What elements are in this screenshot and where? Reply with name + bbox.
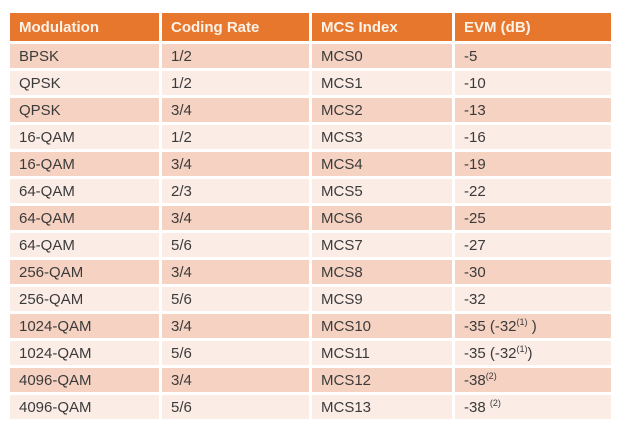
cell-coding-rate: 1/2 [162, 125, 312, 152]
cell-modulation: 256-QAM [10, 260, 162, 287]
cell-modulation: BPSK [10, 44, 162, 71]
cell-coding-rate: 1/2 [162, 71, 312, 98]
cell-evm: -13 [455, 98, 611, 125]
evm-value: -16 [464, 128, 486, 146]
cell-modulation: 256-QAM [10, 287, 162, 314]
cell-modulation: 16-QAM [10, 152, 162, 179]
cell-mcs-index: MCS6 [312, 206, 455, 233]
evm-footnote-superscript: (2) [489, 397, 501, 408]
cell-coding-rate: 2/3 [162, 179, 312, 206]
table-header: Modulation Coding Rate MCS Index EVM (dB… [10, 13, 611, 44]
cell-modulation: 64-QAM [10, 179, 162, 206]
cell-coding-rate: 5/6 [162, 395, 312, 422]
table-row: 4096-QAM 5/6 MCS13 -38 (2) [10, 395, 611, 422]
evm-value: -30 [464, 263, 486, 281]
table-row: 256-QAM 5/6 MCS9 -32 [10, 287, 611, 314]
header-modulation: Modulation [10, 13, 162, 44]
cell-mcs-index: MCS4 [312, 152, 455, 179]
cell-coding-rate: 3/4 [162, 98, 312, 125]
cell-coding-rate: 3/4 [162, 368, 312, 395]
cell-mcs-index: MCS0 [312, 44, 455, 71]
table-row: 64-QAM 3/4 MCS6 -25 [10, 206, 611, 233]
cell-coding-rate: 3/4 [162, 206, 312, 233]
evm-footnote-superscript: (1) [516, 316, 528, 327]
cell-mcs-index: MCS11 [312, 341, 455, 368]
cell-modulation: 16-QAM [10, 125, 162, 152]
header-evm: EVM (dB) [455, 13, 611, 44]
table-row: 16-QAM 1/2 MCS3 -16 [10, 125, 611, 152]
table-row: 64-QAM 2/3 MCS5 -22 [10, 179, 611, 206]
table-row: 16-QAM 3/4 MCS4 -19 [10, 152, 611, 179]
cell-evm: -38(2) [455, 368, 611, 395]
cell-modulation: 4096-QAM [10, 395, 162, 422]
cell-coding-rate: 5/6 [162, 287, 312, 314]
cell-evm: -25 [455, 206, 611, 233]
header-mcs-index: MCS Index [312, 13, 455, 44]
cell-modulation: 1024-QAM [10, 341, 162, 368]
header-coding-rate: Coding Rate [162, 13, 312, 44]
cell-coding-rate: 3/4 [162, 152, 312, 179]
cell-coding-rate: 5/6 [162, 233, 312, 260]
cell-mcs-index: MCS5 [312, 179, 455, 206]
mcs-table-container: Modulation Coding Rate MCS Index EVM (dB… [10, 13, 611, 422]
mcs-table: Modulation Coding Rate MCS Index EVM (dB… [10, 13, 611, 422]
cell-modulation: 1024-QAM [10, 314, 162, 341]
evm-value: -25 [464, 209, 486, 227]
cell-modulation: QPSK [10, 98, 162, 125]
table-row: 4096-QAM 3/4 MCS12 -38(2) [10, 368, 611, 395]
table-row: 1024-QAM 3/4 MCS10 -35 (-32(1) ) [10, 314, 611, 341]
cell-mcs-index: MCS10 [312, 314, 455, 341]
evm-value: -27 [464, 236, 486, 254]
cell-evm: -19 [455, 152, 611, 179]
cell-mcs-index: MCS12 [312, 368, 455, 395]
table-row: QPSK 1/2 MCS1 -10 [10, 71, 611, 98]
cell-mcs-index: MCS13 [312, 395, 455, 422]
evm-footnote-superscript: (1) [516, 343, 528, 354]
table-row: 256-QAM 3/4 MCS8 -30 [10, 260, 611, 287]
evm-value: -10 [464, 74, 486, 92]
cell-modulation: 64-QAM [10, 206, 162, 233]
cell-modulation: 4096-QAM [10, 368, 162, 395]
cell-evm: -22 [455, 179, 611, 206]
table-row: QPSK 3/4 MCS2 -13 [10, 98, 611, 125]
cell-evm: -38 (2) [455, 395, 611, 422]
cell-evm: -5 [455, 44, 611, 71]
cell-mcs-index: MCS2 [312, 98, 455, 125]
table-body: BPSK 1/2 MCS0 -5 QPSK 1/2 MCS1 -10 QPSK … [10, 44, 611, 422]
cell-evm: -16 [455, 125, 611, 152]
evm-value: -13 [464, 101, 486, 119]
cell-coding-rate: 1/2 [162, 44, 312, 71]
cell-evm: -27 [455, 233, 611, 260]
table-row: BPSK 1/2 MCS0 -5 [10, 44, 611, 71]
evm-value: -19 [464, 155, 486, 173]
evm-value: -35 (-32 [464, 344, 517, 362]
cell-mcs-index: MCS1 [312, 71, 455, 98]
cell-coding-rate: 3/4 [162, 314, 312, 341]
cell-modulation: QPSK [10, 71, 162, 98]
cell-evm: -35 (-32(1) ) [455, 314, 611, 341]
table-row: 64-QAM 5/6 MCS7 -27 [10, 233, 611, 260]
evm-value: -5 [464, 47, 478, 65]
cell-mcs-index: MCS3 [312, 125, 455, 152]
evm-value: -35 (-32 [464, 317, 517, 335]
evm-value: -38 [464, 398, 490, 416]
evm-value-tail: ) [527, 344, 533, 362]
cell-evm: -10 [455, 71, 611, 98]
cell-evm: -32 [455, 287, 611, 314]
cell-coding-rate: 5/6 [162, 341, 312, 368]
table-row: 1024-QAM 5/6 MCS11 -35 (-32(1)) [10, 341, 611, 368]
evm-footnote-superscript: (2) [485, 370, 497, 381]
evm-value: -22 [464, 182, 486, 200]
cell-evm: -30 [455, 260, 611, 287]
cell-evm: -35 (-32(1)) [455, 341, 611, 368]
evm-value: -32 [464, 290, 486, 308]
cell-coding-rate: 3/4 [162, 260, 312, 287]
cell-modulation: 64-QAM [10, 233, 162, 260]
cell-mcs-index: MCS7 [312, 233, 455, 260]
header-row: Modulation Coding Rate MCS Index EVM (dB… [10, 13, 611, 44]
cell-mcs-index: MCS8 [312, 260, 455, 287]
evm-value-tail: ) [527, 317, 537, 335]
evm-value: -38 [464, 371, 486, 389]
cell-mcs-index: MCS9 [312, 287, 455, 314]
